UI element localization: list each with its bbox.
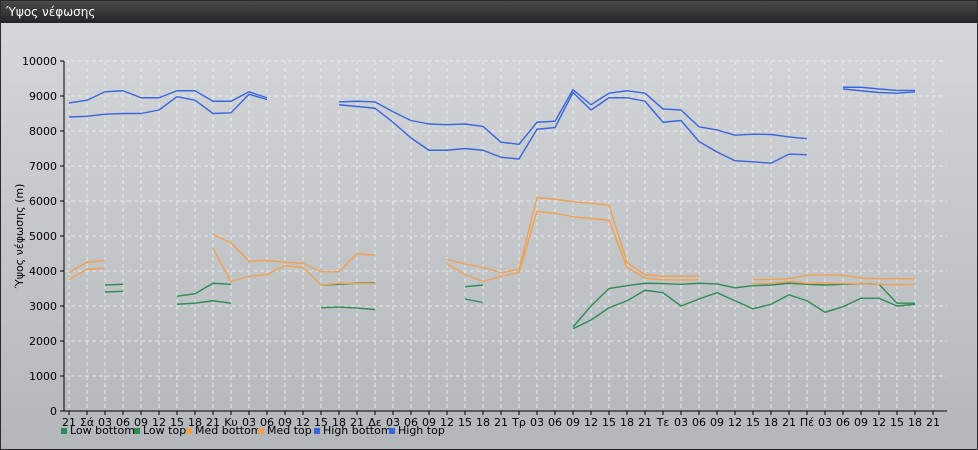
- y-tick-label: 9000: [29, 90, 57, 103]
- x-tick-label: 18: [188, 416, 202, 429]
- legend-swatch: [389, 428, 395, 434]
- legend-entry: Med bottom: [195, 424, 262, 437]
- x-tick-label: 21: [350, 416, 364, 429]
- x-tick-label: 15: [170, 416, 184, 429]
- legend-entry: High top: [398, 424, 445, 437]
- x-tick-label: Σά: [80, 416, 94, 429]
- x-tick-label: 12: [440, 416, 454, 429]
- x-tick-label: 18: [620, 416, 634, 429]
- x-tick-label: 09: [710, 416, 724, 429]
- x-tick-label: 09: [854, 416, 868, 429]
- x-tick-label: Δε: [368, 416, 382, 429]
- x-tick-label: 12: [296, 416, 310, 429]
- x-tick-label: Πέ: [800, 416, 814, 429]
- y-tick-label: 5000: [29, 230, 57, 243]
- x-tick-label: 15: [458, 416, 472, 429]
- x-tick-label: 18: [476, 416, 490, 429]
- legend-swatch: [61, 428, 67, 434]
- legend-swatch: [258, 428, 264, 434]
- x-tick-label: 15: [890, 416, 904, 429]
- x-tick-label: 15: [602, 416, 616, 429]
- x-tick-label: 21: [494, 416, 508, 429]
- x-tick-label: Τρ: [511, 416, 526, 429]
- legend-entry: High bottom: [323, 424, 392, 437]
- x-tick-label: 06: [836, 416, 850, 429]
- x-tick-label: 06: [692, 416, 706, 429]
- chart-area: 0 1000 2000 3000 4000 5000 6000 7000 8000 9000 100…: [1, 23, 977, 449]
- x-tick-label: 03: [818, 416, 832, 429]
- x-tick-label: 21: [926, 416, 940, 429]
- x-tick-label: 06: [260, 416, 274, 429]
- x-tick-label: 09: [278, 416, 292, 429]
- x-tick-label: 03: [98, 416, 112, 429]
- title-bar: Ύψος νέφωσης: [1, 1, 977, 23]
- legend-swatch: [314, 428, 320, 434]
- x-tick-label: Τε: [656, 416, 670, 429]
- cloud-height-chart: 0 1000 2000 3000 4000 5000 6000 7000 8000 9000 100…: [13, 55, 947, 437]
- x-tick-label: 06: [548, 416, 562, 429]
- y-tick-label: 3000: [29, 300, 57, 313]
- y-tick-label: 0: [50, 405, 57, 418]
- x-tick-label: 15: [314, 416, 328, 429]
- series-line-high-top: [68, 86, 915, 145]
- x-tick-label: 21: [638, 416, 652, 429]
- y-tick-label: 8000: [29, 125, 57, 138]
- y-axis-label: Ύψος νέφωσης (m): [13, 184, 26, 290]
- x-tick-label: 09: [566, 416, 580, 429]
- legend-entry: Med top: [267, 424, 312, 437]
- y-tick-label: 1000: [29, 370, 57, 383]
- series-line-low-top: [104, 282, 915, 328]
- series-line-high-bottom: [68, 88, 916, 164]
- x-tick-label: 18: [764, 416, 778, 429]
- y-tick-label: 10000: [22, 55, 57, 68]
- x-tick-label: 21: [206, 416, 220, 429]
- x-tick-label: 21: [782, 416, 796, 429]
- x-tick-label: 03: [242, 416, 256, 429]
- series-line-med-top: [68, 196, 915, 281]
- x-tick-label: Κυ: [224, 416, 238, 429]
- y-tick-label: 6000: [29, 195, 57, 208]
- legend-swatch: [134, 428, 140, 434]
- x-tick-label: 09: [422, 416, 436, 429]
- x-tick-label: 03: [530, 416, 544, 429]
- y-tick-label: 7000: [29, 160, 57, 173]
- x-tick-label: 06: [404, 416, 418, 429]
- legend-entry: Low bottom: [70, 424, 135, 437]
- x-tick-label: 12: [584, 416, 598, 429]
- x-tick-label: 21: [62, 416, 76, 429]
- series-line-med-bottom: [68, 210, 916, 286]
- x-tick-label: 12: [872, 416, 886, 429]
- legend-swatch: [186, 428, 192, 434]
- x-tick-label: 06: [116, 416, 130, 429]
- legend-entry: Low top: [143, 424, 186, 437]
- x-tick-label: 12: [728, 416, 742, 429]
- window-title: Ύψος νέφωσης: [6, 5, 96, 19]
- x-tick-label: 03: [674, 416, 688, 429]
- x-tick-label: 18: [908, 416, 922, 429]
- series-line-low-bottom: [104, 289, 916, 330]
- x-tick-label: 15: [746, 416, 760, 429]
- x-tick-label: 12: [152, 416, 166, 429]
- y-tick-label: 4000: [29, 265, 57, 278]
- x-tick-label: 18: [332, 416, 346, 429]
- y-tick-label: 2000: [29, 335, 57, 348]
- x-tick-label: 09: [134, 416, 148, 429]
- x-tick-label: 03: [386, 416, 400, 429]
